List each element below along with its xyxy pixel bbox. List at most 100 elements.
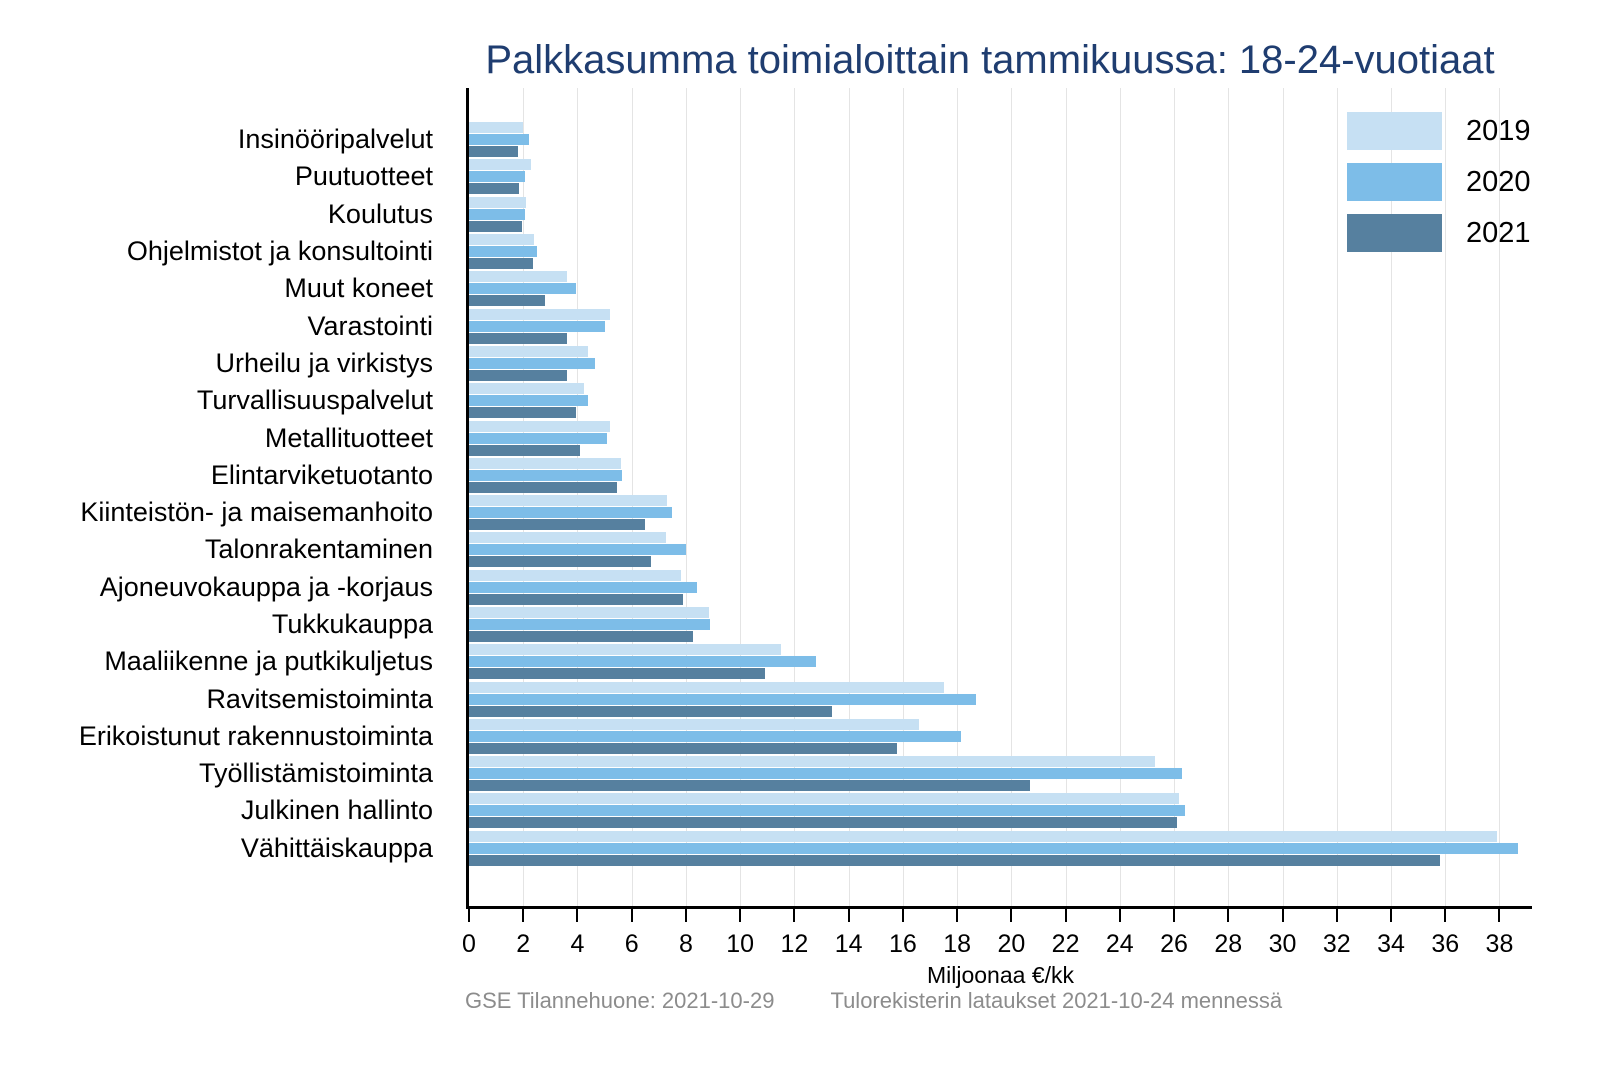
bar-2020	[469, 171, 525, 183]
bar-group	[469, 158, 1532, 195]
category-label: Varastointi	[307, 310, 433, 341]
bar-2020	[469, 581, 697, 593]
x-tick	[901, 909, 904, 922]
grid-line-38	[1499, 88, 1501, 906]
bar-group	[469, 792, 1532, 829]
grid-line-12	[794, 88, 796, 906]
x-tick-label: 20	[997, 930, 1026, 958]
bar-2021	[469, 183, 520, 195]
grid-line-16	[902, 88, 904, 906]
legend-row-2021: 2021	[1347, 214, 1531, 252]
category-label: Vähittäiskauppa	[240, 832, 433, 863]
bar-2021	[469, 742, 898, 754]
bar-2021	[469, 369, 567, 381]
legend-label: 2021	[1466, 216, 1531, 249]
category-label: Ravitsemistoiminta	[206, 683, 433, 714]
category-label: Koulutus	[327, 198, 433, 229]
grid-line-22	[1065, 88, 1067, 906]
category-label: Talonrakentaminen	[204, 534, 433, 565]
bar-2021	[469, 332, 567, 344]
x-tick-label: 6	[624, 930, 639, 958]
x-tick-label: 18	[943, 930, 972, 958]
bar-2020	[469, 730, 962, 742]
bar-2020	[469, 134, 529, 146]
category-label: Kiinteistön- ja maisemanhoito	[80, 497, 433, 528]
bar-group	[469, 755, 1532, 792]
x-tick-label: 22	[1051, 930, 1080, 958]
bar-group	[469, 457, 1532, 494]
bar-2020	[469, 619, 711, 630]
bar-2020	[469, 656, 817, 668]
legend: 2019 2020 2021	[1347, 112, 1531, 265]
bar-group	[469, 643, 1532, 680]
bar-2020	[469, 246, 537, 258]
bar-2020	[469, 544, 686, 556]
bar-2020	[469, 693, 977, 705]
bar-2021	[469, 220, 522, 232]
x-tick	[739, 909, 742, 922]
category-axis: Insinööripalvelut Puutuotteet Koulutus Ohje…	[0, 121, 447, 867]
x-tick	[847, 909, 850, 922]
bar-2021	[469, 817, 1177, 829]
x-tick	[1118, 909, 1121, 922]
x-tick	[684, 909, 687, 922]
grid-line-10	[740, 88, 742, 906]
x-tick-label: 32	[1322, 930, 1351, 958]
legend-swatch-2021	[1347, 214, 1442, 252]
x-tick	[522, 909, 525, 922]
legend-swatch-2020	[1347, 163, 1442, 201]
legend-row-2019: 2019	[1347, 112, 1531, 150]
x-tick	[1064, 909, 1067, 922]
x-axis-line	[466, 906, 1532, 909]
bar-group	[469, 382, 1532, 419]
x-tick-label: 10	[726, 930, 755, 958]
legend-label: 2020	[1466, 165, 1531, 198]
bar-2021	[469, 668, 765, 680]
x-tick	[1444, 909, 1447, 922]
grid-line-20	[1011, 88, 1013, 906]
legend-label: 2019	[1466, 114, 1531, 147]
x-tick	[1389, 909, 1392, 922]
bar-2020	[469, 320, 605, 332]
bar-2021	[469, 631, 693, 642]
bar-2021	[469, 593, 684, 605]
grid-line-26	[1174, 88, 1176, 906]
x-tick	[630, 909, 633, 922]
category-label: Tukkukauppa	[271, 609, 433, 639]
bar-2021	[469, 780, 1031, 792]
x-tick-label: 28	[1214, 930, 1243, 958]
x-tick-label: 8	[678, 930, 693, 958]
bar-2020	[469, 842, 1519, 854]
bar-2019	[469, 830, 1497, 842]
bar-2020	[469, 208, 525, 220]
category-label: Urheilu ja virkistys	[215, 347, 433, 378]
category-label: Metallituotteet	[264, 422, 433, 453]
grid-line-32	[1336, 88, 1338, 906]
bar-group	[469, 680, 1532, 717]
x-tick	[1335, 909, 1338, 922]
category-label: Ohjelmistot ja konsultointi	[126, 236, 433, 267]
bar-group	[469, 494, 1532, 531]
bar-group	[469, 569, 1532, 606]
bar-2020	[469, 395, 589, 407]
bar-group	[469, 196, 1532, 233]
bar-2021	[469, 407, 577, 419]
bar-group	[469, 718, 1532, 755]
x-tick	[1498, 909, 1501, 922]
bar-2019	[469, 681, 944, 693]
x-tick-label: 0	[462, 930, 476, 958]
x-tick-label: 14	[834, 930, 863, 958]
bar-2021	[469, 705, 833, 717]
grid-line-28	[1228, 88, 1230, 906]
legend-row-2020: 2020	[1347, 163, 1531, 201]
x-tick	[468, 909, 470, 922]
category-label: Elintarviketuotanto	[210, 459, 433, 490]
x-tick-label: 2	[516, 930, 531, 958]
bar-2019	[469, 569, 681, 581]
y-axis-line	[466, 88, 469, 909]
bar-2021	[469, 556, 651, 568]
bar-2020	[469, 432, 608, 444]
bar-group	[469, 419, 1532, 456]
x-tick-label: 24	[1105, 930, 1134, 958]
bar-2019	[469, 271, 567, 283]
